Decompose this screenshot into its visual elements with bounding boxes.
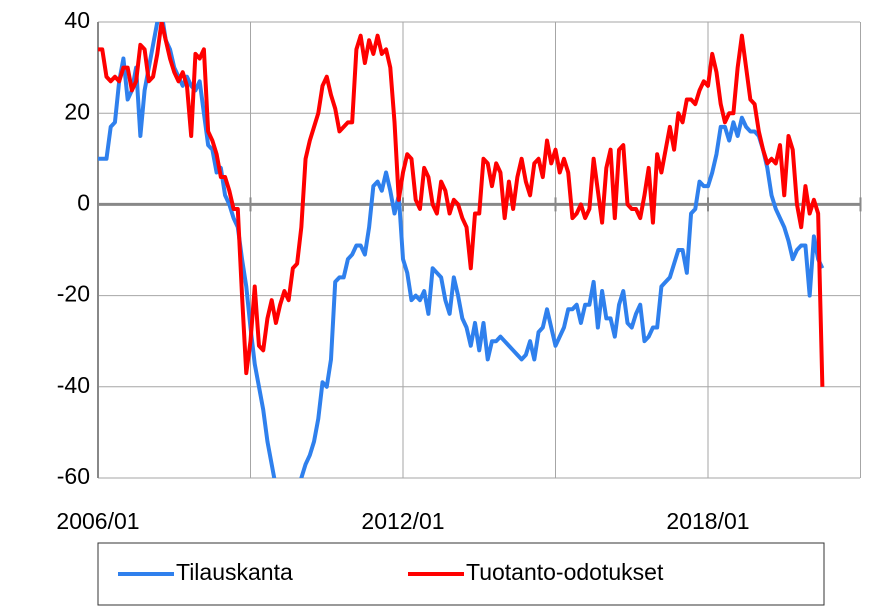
series-line <box>98 22 825 387</box>
y-tick-label: 20 <box>64 98 90 124</box>
y-tick-label: 40 <box>64 7 90 33</box>
y-tick-label: 0 <box>77 189 90 215</box>
legend-label: Tilauskanta <box>176 559 293 585</box>
y-tick-label: -20 <box>57 281 90 307</box>
y-tick-label: -60 <box>57 463 90 489</box>
x-tick-label: 2006/01 <box>56 508 139 534</box>
x-tick-label: 2018/01 <box>666 508 749 534</box>
legend-label: Tuotanto-odotukset <box>466 559 664 585</box>
x-tick-label: 2012/01 <box>361 508 444 534</box>
plot-area <box>98 22 825 478</box>
y-tick-label: -40 <box>57 372 90 398</box>
